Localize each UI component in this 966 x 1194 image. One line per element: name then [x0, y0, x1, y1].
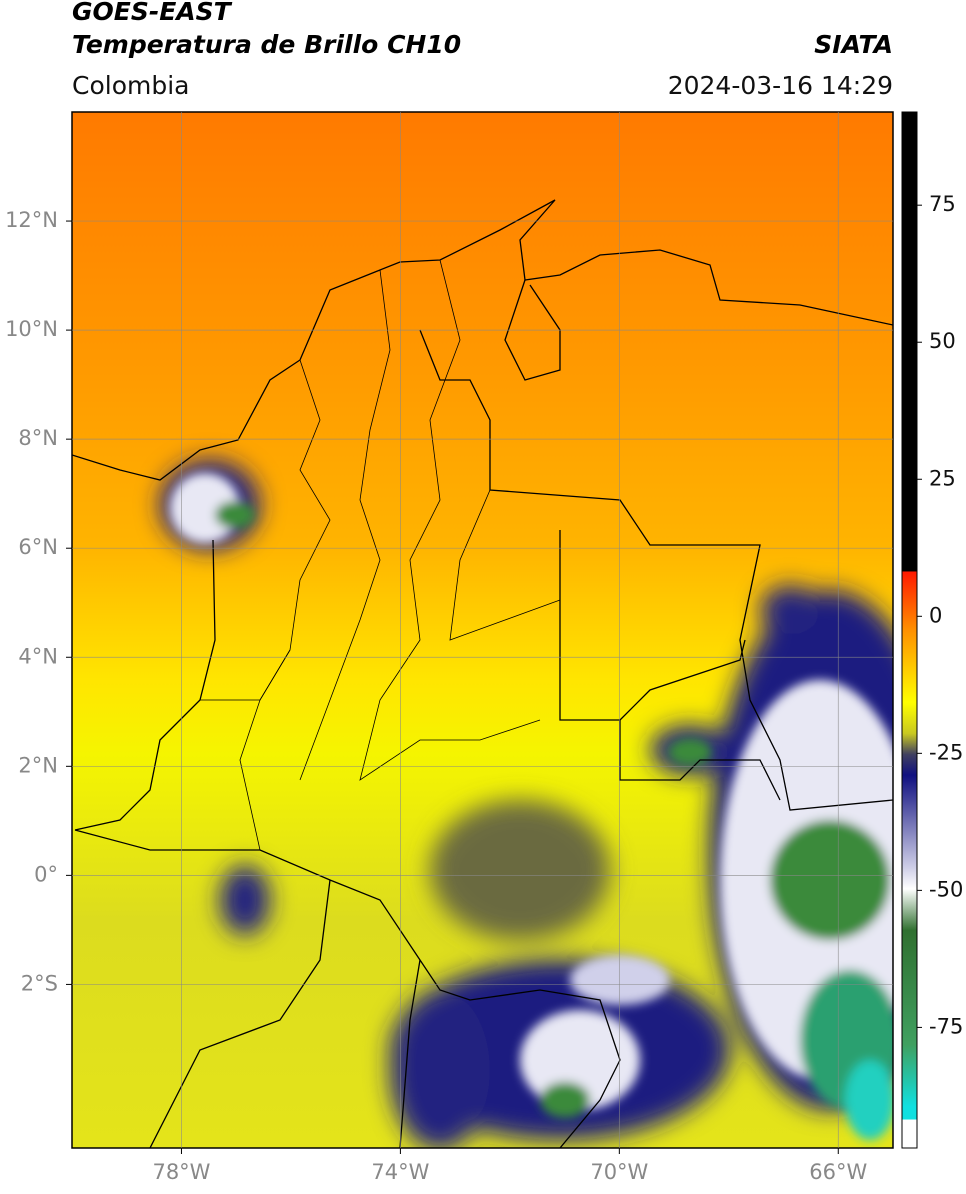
- lon-tick-label: 74°W: [371, 1160, 429, 1184]
- source: SIATA: [814, 30, 893, 59]
- lat-tick-label: 2°S: [21, 971, 58, 995]
- lon-tick-label: 70°W: [590, 1160, 648, 1184]
- colorbar: [901, 111, 918, 1149]
- lat-tick-label: 8°N: [18, 426, 58, 450]
- lat-tick-label: 6°N: [18, 535, 58, 559]
- colorbar-tick-label: -50: [929, 877, 963, 901]
- lon-tick-label: 78°W: [152, 1160, 210, 1184]
- lat-tick-label: 4°N: [18, 644, 58, 668]
- colorbar-tick-label: 25: [929, 466, 956, 490]
- lat-tick-label: 12°N: [5, 208, 58, 232]
- lat-tick-label: 2°N: [18, 753, 58, 777]
- region: Colombia: [72, 71, 189, 100]
- colorbar-tick-label: 0: [929, 603, 942, 627]
- lat-tick-label: 10°N: [5, 317, 58, 341]
- title: GOES-EAST: [72, 0, 233, 26]
- colorbar-tick-label: 50: [929, 329, 956, 353]
- timestamp: 2024-03-16 14:29: [668, 71, 893, 100]
- map-frame: [71, 111, 894, 1149]
- lon-tick-label: 66°W: [809, 1160, 867, 1184]
- colorbar-tick-label: -25: [929, 740, 963, 764]
- colorbar-tick-label: 75: [929, 192, 956, 216]
- satellite-image: [72, 112, 893, 1148]
- subtitle: Temperatura de Brillo CH10: [72, 30, 461, 59]
- colorbar-tick-label: -75: [929, 1014, 963, 1038]
- lat-tick-label: 0°: [34, 862, 58, 886]
